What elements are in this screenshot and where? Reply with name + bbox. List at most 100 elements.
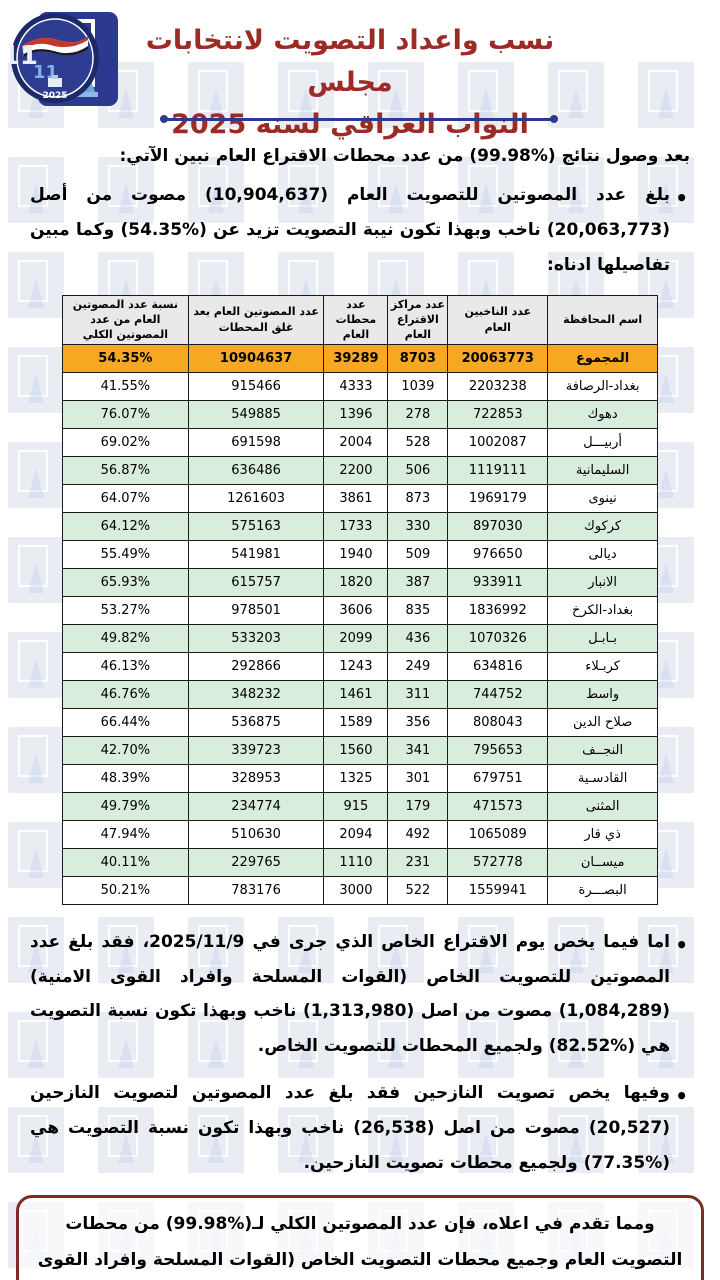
page-title-line1: نسب واعداد التصويت لانتخابات مجلس [145, 25, 555, 98]
cell-pct: 64.12% [62, 511, 189, 541]
cell-pct: 76.07% [62, 399, 189, 429]
cell-stations: 1820 [323, 567, 389, 597]
page-title-line2: النواب العراقي لسنة 2025 [171, 108, 529, 140]
cell-name: نينوى [547, 483, 658, 513]
cell-name: واسط [547, 679, 658, 709]
cell-pct: 53.27% [62, 595, 189, 625]
cell-pct: 54.35% [62, 343, 189, 373]
cell-voted: 691598 [187, 427, 325, 457]
cell-name: ذي قار [547, 819, 658, 849]
cell-name: دهوك [547, 399, 658, 429]
cell-stations: 2094 [323, 819, 389, 849]
table-row: القادسـية 679751 301 1325 328953 48.39% [62, 763, 658, 793]
header: نسب واعداد التصويت لانتخابات مجلس النواب… [0, 0, 720, 140]
cell-pct: 49.82% [62, 623, 189, 653]
cell-name: بغداد-الكرخ [547, 595, 658, 625]
table-row: دهوك 722853 278 1396 549885 76.07% [62, 399, 658, 429]
cell-pct: 66.44% [62, 707, 189, 737]
cell-centers: 1039 [387, 371, 449, 401]
cell-voters: 20063773 [447, 343, 549, 373]
cell-voted: 292866 [187, 651, 325, 681]
cell-voted: 549885 [187, 399, 325, 429]
header-percentage: نسبة عدد المصوتين العام من عدد المصوتين … [62, 294, 189, 345]
table-row: المثنى 471573 179 915 234774 49.79% [62, 791, 658, 821]
cell-voted: 10904637 [187, 343, 325, 373]
content: بعد وصول نتائج (%99.98) من عدد محطات الا… [0, 146, 720, 1181]
table-row: السليمانية 1119111 506 2200 636486 56.87% [62, 455, 658, 485]
cell-name: صلاح الدين [547, 707, 658, 737]
cell-stations: 915 [323, 791, 389, 821]
cell-voters: 572778 [447, 847, 549, 877]
cell-pct: 56.87% [62, 455, 189, 485]
summary-box: ومما تقدم في اعلاه، فإن عدد المصوتين الك… [16, 1194, 704, 1280]
cell-name: المجموع [547, 343, 658, 373]
cell-voters: 744752 [447, 679, 549, 709]
cell-centers: 301 [387, 763, 449, 793]
cell-voters: 1070326 [447, 623, 549, 653]
table-row: الانبار 933911 387 1820 615757 65.93% [62, 567, 658, 597]
cell-centers: 249 [387, 651, 449, 681]
table-row: بـابـل 1070326 436 2099 533203 49.82% [62, 623, 658, 653]
cell-voted: 339723 [187, 735, 325, 765]
cell-stations: 2004 [323, 427, 389, 457]
cell-pct: 64.07% [62, 483, 189, 513]
cell-centers: 492 [387, 819, 449, 849]
header-centers: عدد مراكز الاقتراع العام [387, 294, 449, 345]
cell-voters: 1559941 [447, 875, 549, 905]
election-2025-badge: 11 11 2025 [10, 13, 99, 103]
cell-voters: 634816 [447, 651, 549, 681]
cell-voted: 783176 [187, 875, 325, 905]
total-row: المجموع 20063773 8703 39289 10904637 54.… [62, 343, 658, 373]
cell-voted: 533203 [187, 623, 325, 653]
cell-centers: 330 [387, 511, 449, 541]
cell-stations: 1940 [323, 539, 389, 569]
cell-voters: 1969179 [447, 483, 549, 513]
table-row: كركوك 897030 330 1733 575163 64.12% [62, 511, 658, 541]
cell-centers: 179 [387, 791, 449, 821]
cell-name: المثنى [547, 791, 658, 821]
cell-voted: 234774 [187, 791, 325, 821]
cell-name: الانبار [547, 567, 658, 597]
cell-stations: 4333 [323, 371, 389, 401]
cell-name: بغداد-الرصافة [547, 371, 658, 401]
table-row: بغداد-الكرخ 1836992 835 3606 978501 53.27% [62, 595, 658, 625]
cell-name: كربـلاء [547, 651, 658, 681]
cell-voted: 541981 [187, 539, 325, 569]
table-row: واسط 744752 311 1461 348232 46.76% [62, 679, 658, 709]
cell-stations: 3606 [323, 595, 389, 625]
cell-voters: 1065089 [447, 819, 549, 849]
cell-voters: 679751 [447, 763, 549, 793]
table-row: صلاح الدين 808043 356 1589 536875 66.44% [62, 707, 658, 737]
cell-centers: 231 [387, 847, 449, 877]
cell-stations: 3861 [323, 483, 389, 513]
cell-stations: 1560 [323, 735, 389, 765]
cell-pct: 46.13% [62, 651, 189, 681]
cell-stations: 1325 [323, 763, 389, 793]
title-divider [160, 115, 558, 123]
cell-voted: 915466 [187, 371, 325, 401]
cell-voters: 933911 [447, 567, 549, 597]
cell-name: ديالى [547, 539, 658, 569]
cell-voted: 575163 [187, 511, 325, 541]
cell-voters: 897030 [447, 511, 549, 541]
cell-pct: 40.11% [62, 847, 189, 877]
cell-voted: 348232 [187, 679, 325, 709]
bullet-general-voting: بلغ عدد المصوتين للتصويت العام (10,904,6… [30, 178, 690, 283]
cell-stations: 1733 [323, 511, 389, 541]
bullet-idp-voting: وفيها يخص تصويت النازحين فقد بلغ عدد الم… [30, 1076, 690, 1181]
page-title: نسب واعداد التصويت لانتخابات مجلس النواب… [105, 20, 595, 146]
divider-dot-left [160, 115, 168, 123]
table-header-row: اسم المحافظة عدد الناخبين العام عدد مراك… [62, 294, 658, 345]
cell-voters: 795653 [447, 735, 549, 765]
cell-name: السليمانية [547, 455, 658, 485]
header-voted-after-close: عدد المصوتين العام بعد غلق المحطات [187, 294, 325, 345]
cell-pct: 69.02% [62, 427, 189, 457]
cell-voters: 976650 [447, 539, 549, 569]
cell-voters: 722853 [447, 399, 549, 429]
cell-voted: 978501 [187, 595, 325, 625]
cell-pct: 46.76% [62, 679, 189, 709]
cell-stations: 1396 [323, 399, 389, 429]
cell-name: بـابـل [547, 623, 658, 653]
table-row: ذي قار 1065089 492 2094 510630 47.94% [62, 819, 658, 849]
